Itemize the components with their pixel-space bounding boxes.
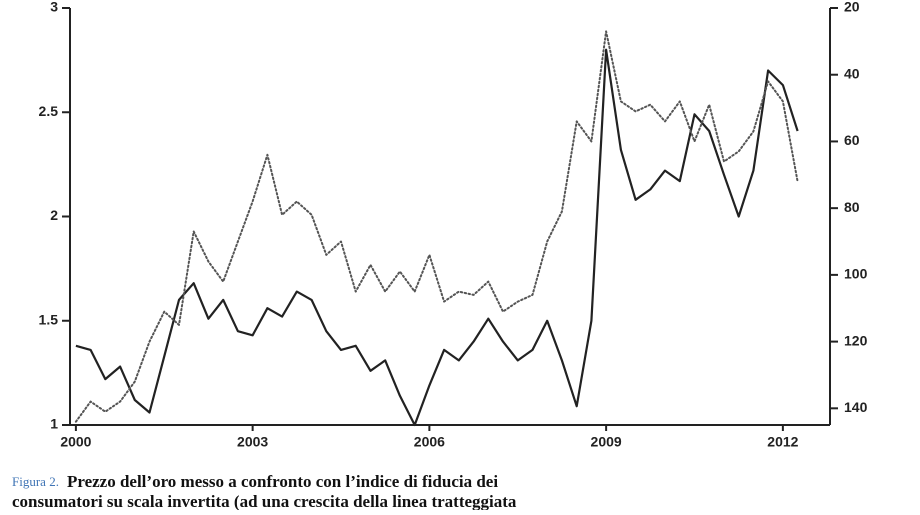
- x-tick-label: 2012: [767, 434, 798, 450]
- y-tick-label: 1.5: [39, 311, 59, 327]
- series-line: [74, 30, 799, 423]
- caption-line: Figura 2. Prezzo dell’oro messo a confro…: [12, 472, 498, 491]
- series-line: [75, 48, 799, 427]
- x-tick-label: 2000: [60, 434, 91, 450]
- y2-tick-label: 140: [844, 399, 868, 415]
- y2-tick-label: 20: [844, 0, 860, 15]
- x-tick-label: 2006: [414, 434, 445, 450]
- y-tick-label: 2: [50, 207, 58, 223]
- y-tick-label: 1: [50, 416, 58, 432]
- y2-tick-label: 100: [844, 266, 868, 282]
- y-tick-label: 2.5: [39, 103, 59, 119]
- y2-tick-label: 80: [844, 199, 860, 215]
- y2-tick-label: 60: [844, 132, 860, 148]
- y2-tick-label: 40: [844, 65, 860, 81]
- caption-text: Prezzo dell’oro messo a confronto con l’…: [67, 472, 498, 491]
- x-tick-label: 2009: [591, 434, 622, 450]
- caption-text: consumatori su scala invertita (ad una c…: [12, 492, 517, 510]
- y2-tick-label: 120: [844, 332, 868, 348]
- x-tick-label: 2003: [237, 434, 268, 450]
- caption-label: Figura 2.: [12, 474, 59, 489]
- y-tick-label: 3: [50, 0, 58, 15]
